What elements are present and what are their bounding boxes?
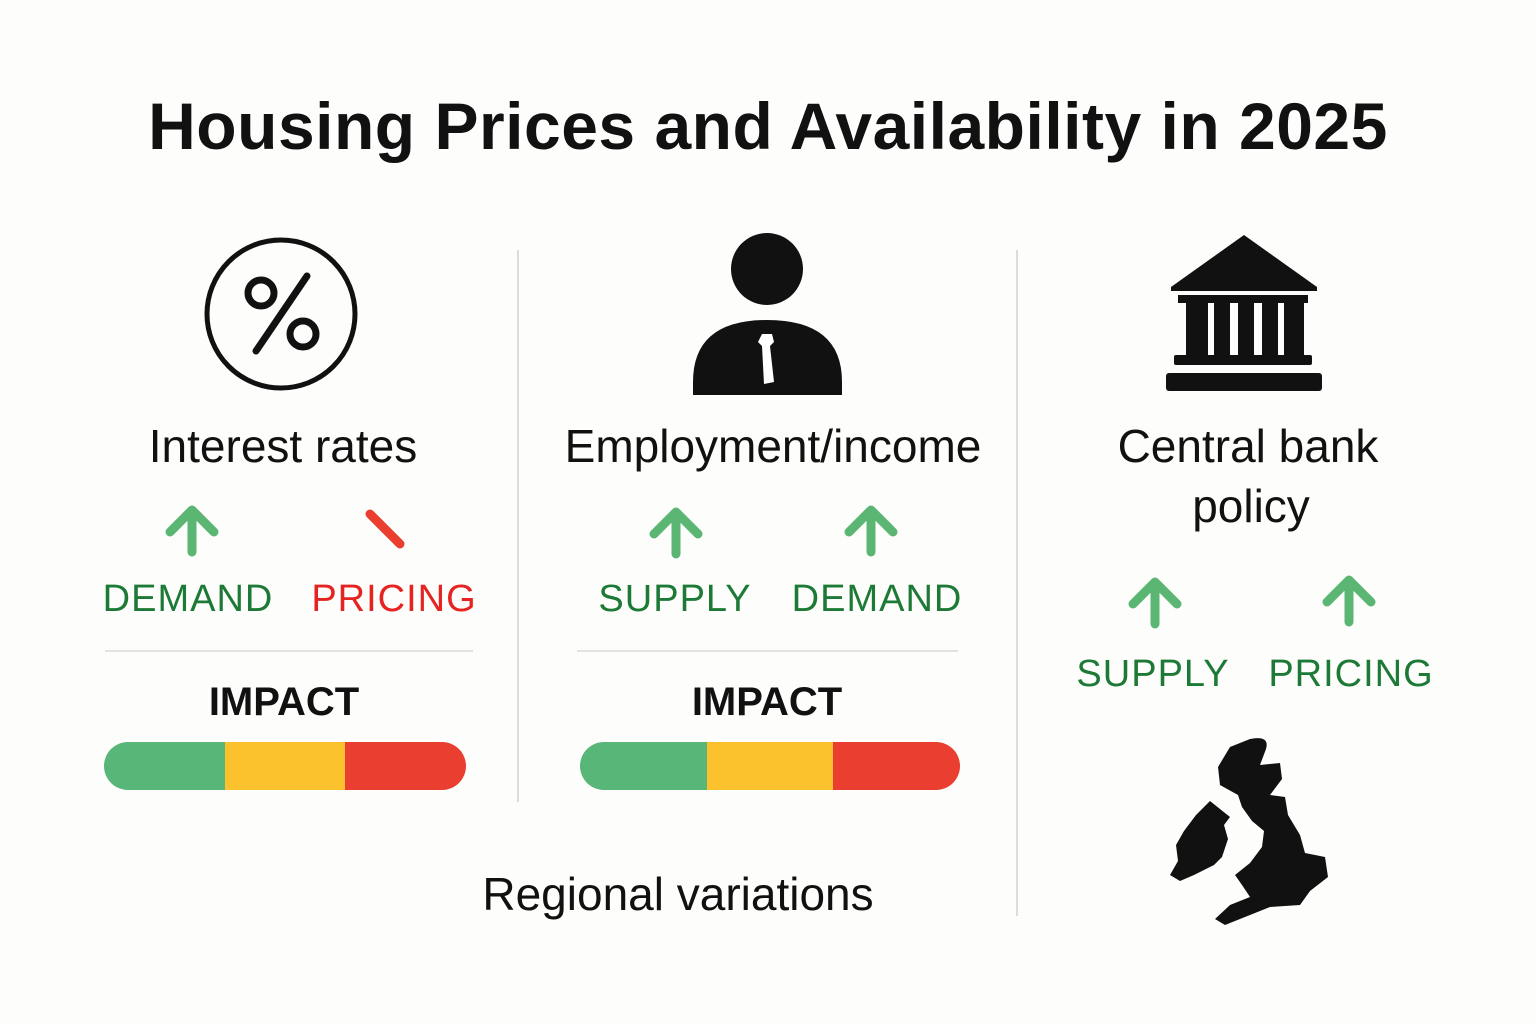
impact-segment-high (345, 742, 466, 790)
percent-icon (204, 237, 358, 391)
impact-segment-medium (706, 742, 834, 790)
uk-map-icon (1170, 738, 1328, 925)
indicator-label: PRICING (311, 578, 477, 620)
impact-label: IMPACT (208, 680, 360, 724)
bank-icon (1166, 235, 1322, 391)
divider (577, 650, 958, 652)
page-title: Housing Prices and Availability in 2025 (148, 89, 1388, 163)
divider (105, 650, 473, 652)
impact-bar (104, 742, 466, 790)
indicator-label: PRICING (1268, 653, 1434, 695)
column-title: Central bank (1117, 420, 1379, 472)
indicator-label: SUPPLY (1076, 653, 1230, 695)
arrow-up-icon (648, 506, 704, 560)
column-title: Employment/income (564, 420, 982, 472)
column-title: Interest rates (148, 420, 418, 472)
indicator-label: DEMAND (102, 578, 274, 620)
arrow-up-icon (1321, 574, 1377, 628)
column-divider (517, 250, 519, 802)
person-icon (693, 233, 842, 395)
arrow-up-icon (843, 504, 899, 558)
column-divider (1016, 250, 1018, 916)
footer-label: Regional variations (482, 868, 874, 920)
impact-segment-medium (224, 742, 346, 790)
impact-segment-low (580, 742, 707, 790)
impact-segment-high (833, 742, 960, 790)
column-title: policy (1192, 480, 1310, 532)
arrow-up-icon (1127, 576, 1183, 630)
impact-segment-low (104, 742, 225, 790)
indicator-label: SUPPLY (598, 578, 752, 620)
impact-bar (580, 742, 960, 790)
indicator-label: DEMAND (791, 578, 963, 620)
arrow-up-icon (164, 504, 220, 558)
impact-label: IMPACT (691, 680, 843, 724)
slash-down-icon (365, 509, 405, 549)
